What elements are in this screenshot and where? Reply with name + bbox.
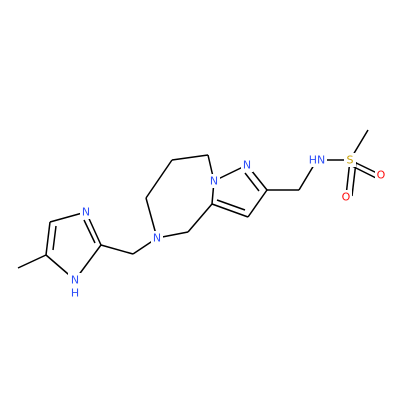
bond	[351, 165, 379, 180]
atom-label: H	[71, 287, 79, 300]
bond	[45, 221, 51, 256]
atom-label: O	[342, 191, 351, 204]
atom-label: S	[347, 154, 354, 167]
bond	[100, 244, 134, 255]
atom-label: N	[243, 159, 251, 172]
bond	[83, 219, 96, 244]
bond	[17, 254, 47, 269]
atom-label: N	[82, 206, 90, 219]
bond	[211, 203, 249, 218]
bond	[187, 203, 213, 233]
atom-label: N	[210, 175, 218, 188]
atom-label: O	[377, 169, 386, 182]
bond	[171, 154, 209, 161]
bond	[244, 172, 260, 192]
bond	[351, 161, 357, 197]
atom-label: HN	[309, 154, 326, 167]
bond	[145, 159, 173, 199]
atom-label: N	[153, 232, 161, 245]
bond	[52, 225, 57, 251]
bond	[247, 189, 268, 218]
atom-label: N	[71, 274, 79, 287]
atom-labels: N N H N N N HN S O O	[68, 153, 387, 301]
bond	[216, 199, 246, 211]
